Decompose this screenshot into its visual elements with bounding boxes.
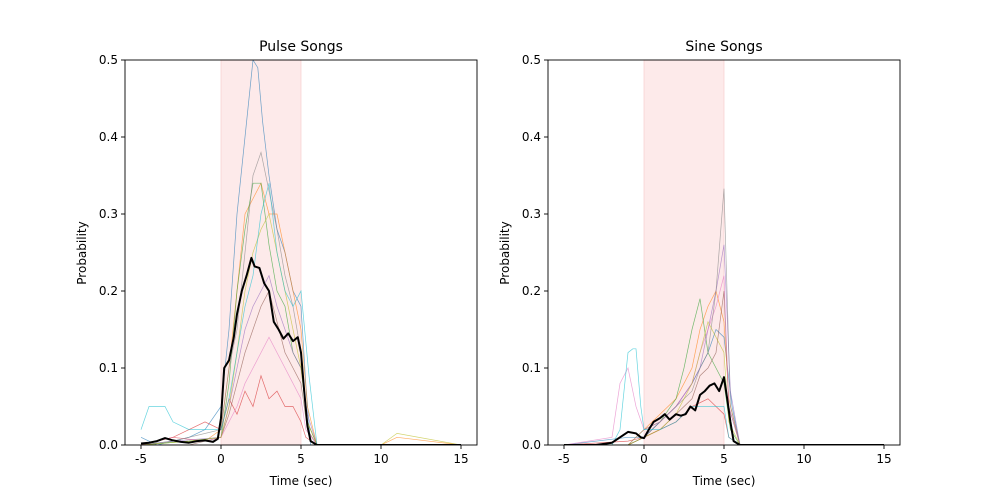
pulse-songs-panel: -5 0 5 10 15 0.0 0.1 0.2 0.3 0.4 0.5 Pulse Songs Ti… — [75, 39, 478, 488]
plot-area: -5 0 5 10 15 0.0 0.1 0.2 0.3 0.4 0.5 — [522, 53, 901, 466]
series-group — [563, 188, 884, 445]
x-tick-label: 0 — [217, 452, 225, 466]
y-axis-label: Probability — [75, 221, 89, 284]
y-tick-label: 0.3 — [522, 207, 541, 221]
mean-line — [564, 376, 884, 445]
sine-songs-panel: -5 0 5 10 15 0.0 0.1 0.2 0.3 0.4 0.5 Sine Songs Tim… — [498, 39, 901, 488]
x-tick-label: 10 — [373, 452, 388, 466]
panel-title: Sine Songs — [685, 39, 762, 55]
trial-line — [564, 348, 884, 445]
y-tick-label: 0.0 — [522, 438, 541, 452]
y-tick-label: 0.5 — [99, 53, 118, 67]
x-tick-label: -5 — [558, 452, 570, 466]
y-tick-label: 0.2 — [522, 284, 541, 298]
y-tick-label: 0.0 — [99, 438, 118, 452]
stimulus-shade — [643, 59, 725, 446]
x-tick-label: 15 — [453, 452, 468, 466]
trial-line — [140, 212, 462, 445]
trial-line — [140, 183, 461, 445]
plot-area: -5 0 5 10 15 0.0 0.1 0.2 0.3 0.4 0.5 — [99, 53, 478, 466]
series-group — [140, 60, 462, 445]
x-axis-label: Time (sec) — [269, 474, 333, 488]
x-tick-label: -5 — [135, 452, 147, 466]
x-tick-label: 5 — [720, 452, 728, 466]
y-axis-label: Probability — [498, 221, 512, 284]
y-tick-label: 0.1 — [99, 361, 118, 375]
trial-line — [140, 374, 461, 445]
x-tick-label: 5 — [297, 452, 305, 466]
panel-title: Pulse Songs — [259, 39, 343, 55]
x-tick-label: 0 — [640, 452, 648, 466]
trial-line — [140, 60, 461, 445]
y-tick-label: 0.3 — [99, 207, 118, 221]
x-tick-label: 15 — [876, 452, 891, 466]
y-tick-label: 0.1 — [522, 361, 541, 375]
trial-line — [563, 275, 884, 445]
mean-line — [140, 256, 461, 445]
y-tick-label: 0.5 — [522, 53, 541, 67]
y-tick-label: 0.4 — [99, 130, 118, 144]
trial-line — [141, 290, 461, 445]
x-axis-label: Time (sec) — [692, 474, 756, 488]
x-tick-label: 10 — [796, 452, 811, 466]
y-tick-label: 0.2 — [99, 284, 118, 298]
y-tick-label: 0.4 — [522, 130, 541, 144]
